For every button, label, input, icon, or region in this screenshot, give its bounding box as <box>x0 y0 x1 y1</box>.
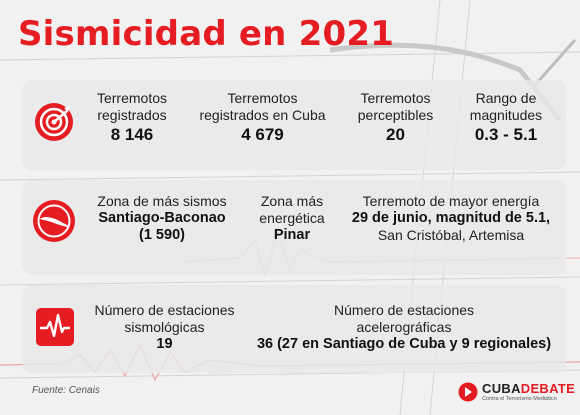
stat-zona-sismos: Zona de más sismos Santiago-Baconao (1 5… <box>82 193 242 244</box>
stat-value: 36 (27 en Santiago de Cuba y 9 regionale… <box>256 336 552 352</box>
stat-label: registrados en Cuba <box>199 107 326 123</box>
stat-count: (1 590) <box>139 227 185 243</box>
stat-registrados-cuba: Terremotos registrados en Cuba 4 679 <box>190 90 335 146</box>
stat-mayor-energia: Terremoto de mayor energía 29 de junio, … <box>340 193 562 244</box>
stat-label: registrados <box>97 107 167 123</box>
cubadebate-logo-icon <box>458 382 478 402</box>
stat-terremotos-registrados: Terremotos registrados 8 146 <box>82 90 182 146</box>
stat-estaciones-sismologicas: Número de estaciones sismológicas 19 <box>82 302 247 353</box>
stat-value: 29 de junio, magnitud de 5.1, <box>351 210 551 226</box>
stat-value: Santiago-Baconao <box>98 210 226 226</box>
stat-label: magnitudes <box>469 107 543 123</box>
stat-label: Terremotos <box>360 90 431 106</box>
stat-label: acelerográficas <box>356 319 452 335</box>
stat-label: Número de estaciones <box>94 302 235 318</box>
page-title: Sismicidad en 2021 <box>18 14 395 54</box>
cuba-map-icon <box>33 200 75 242</box>
stat-value: 20 <box>386 125 405 144</box>
logo-tagline: Contra el Terrorismo Mediático <box>482 396 557 402</box>
logo-word-dark: CUBA <box>482 381 521 396</box>
stat-label: perceptibles <box>357 107 434 123</box>
stat-label: Número de estaciones <box>333 302 475 318</box>
source-note: Fuente: Cenais <box>32 385 100 396</box>
zones-panel <box>22 180 566 275</box>
stat-estaciones-acelerograficas: Número de estaciones acelerográficas 36 … <box>250 302 558 353</box>
stat-label: Terremotos <box>227 90 298 106</box>
stat-label: Rango de <box>475 90 537 106</box>
stat-place: San Cristóbal, Artemisa <box>377 227 525 243</box>
stations-panel <box>22 285 566 373</box>
cubadebate-logo[interactable]: CUBADEBATE Contra el Terrorismo Mediátic… <box>458 380 575 406</box>
summary-panel <box>22 80 566 170</box>
stat-label: Zona de más sismos <box>97 193 227 209</box>
stat-value: 4 679 <box>241 125 284 144</box>
stat-rango-magnitudes: Rango de magnitudes 0.3 - 5.1 <box>458 90 554 146</box>
stat-label: Terremoto de mayor energía <box>362 193 540 209</box>
stat-label: Zona más <box>260 193 324 209</box>
stat-label: Terremotos <box>96 90 168 106</box>
stat-label: energética <box>259 210 325 226</box>
seismograph-icon <box>36 308 74 346</box>
stat-label: sismológicas <box>124 319 205 335</box>
logo-wordmark: CUBADEBATE <box>482 381 575 396</box>
stat-value: 8 146 <box>110 125 154 144</box>
stat-value: 19 <box>156 336 173 352</box>
stat-value: Pinar <box>273 227 311 243</box>
target-icon <box>35 103 73 141</box>
stat-zona-energetica: Zona más energética Pinar <box>242 193 342 244</box>
stat-perceptibles: Terremotos perceptibles 20 <box>343 90 448 146</box>
stat-value: 0.3 - 5.1 <box>474 125 538 144</box>
logo-word-red: DEBATE <box>520 381 576 396</box>
